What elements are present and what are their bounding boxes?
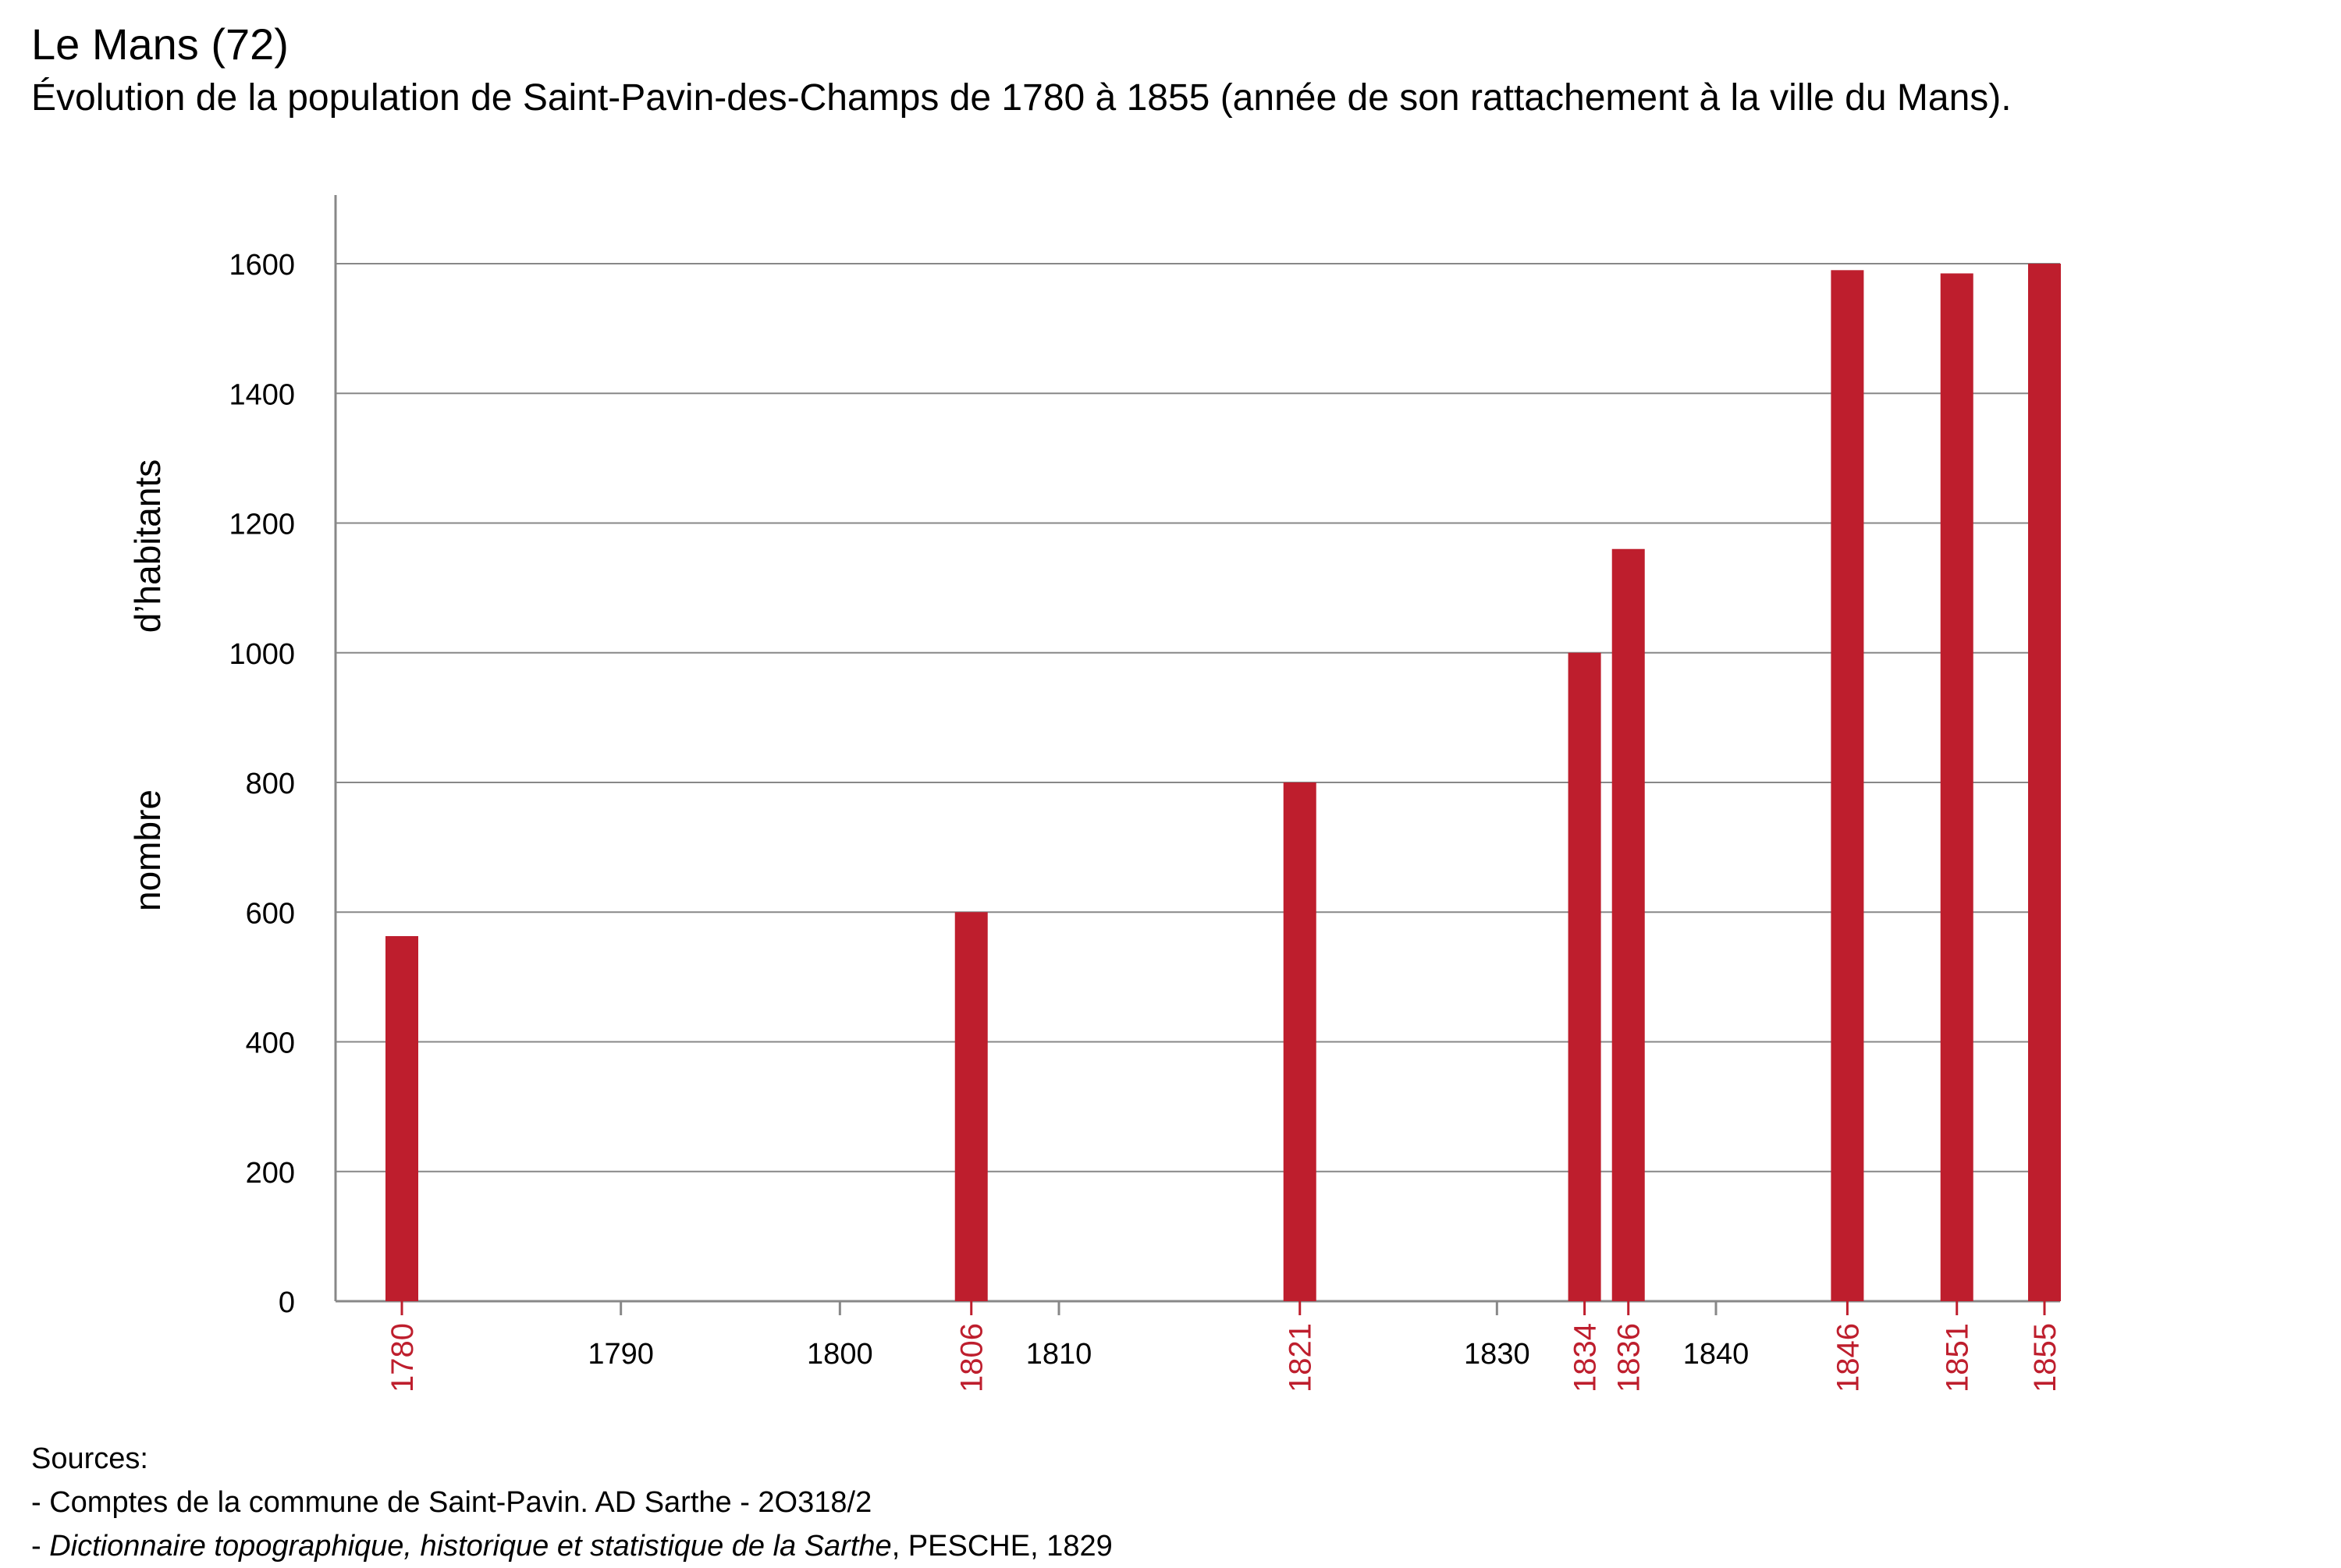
bar-label-1834: 1834 xyxy=(1568,1323,1603,1392)
grid-lines xyxy=(336,263,2060,1172)
bars xyxy=(385,264,2061,1301)
chart-title: Le Mans (72) xyxy=(31,20,289,69)
bar-label-1855: 1855 xyxy=(2028,1323,2062,1392)
bar-label-1780: 1780 xyxy=(385,1323,420,1392)
bar-1806 xyxy=(954,912,988,1301)
chart-subtitle: Évolution de la population de Saint-Pavi… xyxy=(31,77,2012,119)
bar-1834 xyxy=(1568,652,1601,1301)
x-tick-label-1840: 1840 xyxy=(1683,1338,1750,1371)
tick-labels: 0 200 400 600 800 1000 1200 1400 1600 d’habitants… xyxy=(127,249,2062,1392)
bar-1855 xyxy=(2028,264,2061,1301)
bar-label-1851: 1851 xyxy=(1941,1323,1975,1392)
x-tick-label-1810: 1810 xyxy=(1026,1338,1092,1371)
y-tick-label-600: 600 xyxy=(246,897,295,930)
source-line-2: - Dictionnaire topographique, historique… xyxy=(31,1524,1113,1568)
y-tick-label-0: 0 xyxy=(279,1286,295,1319)
y-tick-label-1000: 1000 xyxy=(229,638,295,671)
bar-1851 xyxy=(1940,273,1973,1301)
bar-1846 xyxy=(1831,270,1864,1301)
sources-block: Sources: - Comptes de la commune de Sain… xyxy=(31,1437,1113,1568)
x-tick-label-1790: 1790 xyxy=(588,1338,654,1371)
bar-1780 xyxy=(385,936,418,1301)
source-line-2-prefix: - xyxy=(31,1530,50,1563)
y-axis-label-line-2: nombre xyxy=(127,789,168,911)
y-axis-label-line-1: d’habitants xyxy=(127,459,168,633)
y-tick-label-200: 200 xyxy=(246,1157,295,1190)
x-tick-label-1800: 1800 xyxy=(807,1338,873,1371)
bar-label-1836: 1836 xyxy=(1612,1323,1647,1392)
sources-heading: Sources: xyxy=(31,1442,148,1475)
bar-label-1846: 1846 xyxy=(1831,1323,1865,1392)
y-tick-label-1400: 1400 xyxy=(229,378,295,411)
y-tick-label-800: 800 xyxy=(246,768,295,800)
bar-label-1821: 1821 xyxy=(1284,1323,1318,1392)
source-line-2-suffix: , PESCHE, 1829 xyxy=(891,1530,1113,1563)
bar-1836 xyxy=(1611,548,1645,1301)
bar-1821 xyxy=(1283,782,1316,1301)
y-tick-label-1600: 1600 xyxy=(229,249,295,282)
axes xyxy=(334,195,2060,1315)
y-tick-label-400: 400 xyxy=(246,1027,295,1060)
source-line-1: - Comptes de la commune de Saint-Pavin. … xyxy=(31,1486,872,1519)
bar-label-1806: 1806 xyxy=(955,1323,989,1392)
x-tick-label-1830: 1830 xyxy=(1464,1338,1530,1371)
source-line-2-title: Dictionnaire topographique, historique e… xyxy=(49,1530,892,1563)
y-tick-label-1200: 1200 xyxy=(229,509,295,541)
